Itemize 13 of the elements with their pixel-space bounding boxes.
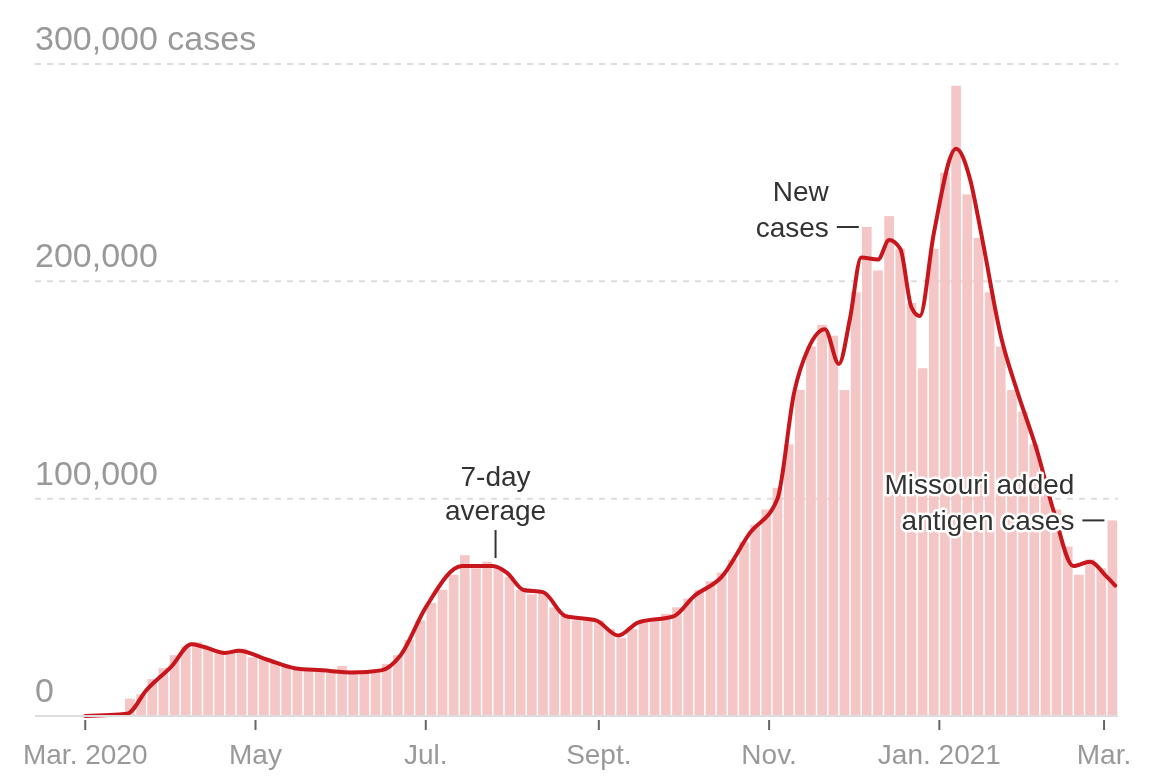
y-tick-label: 100,000 <box>35 453 158 492</box>
annotation: 7-day average <box>444 461 547 527</box>
x-tick-label: Jan. 2021 <box>877 739 1001 770</box>
x-tick-label: Jul. <box>403 739 448 770</box>
x-tick-label: Nov. <box>741 739 797 770</box>
annotation: New cases <box>755 176 830 243</box>
y-tick-label: 0 <box>35 671 54 709</box>
x-tick-label: Sept. <box>566 739 632 770</box>
y-tick-label: 300,000 cases <box>35 19 257 57</box>
y-tick-label: 200,000 <box>35 236 158 275</box>
x-tick-label: May <box>229 739 282 770</box>
x-tick-label: Mar. 2020 <box>22 739 148 770</box>
x-tick-label: Mar. <box>1076 739 1132 770</box>
